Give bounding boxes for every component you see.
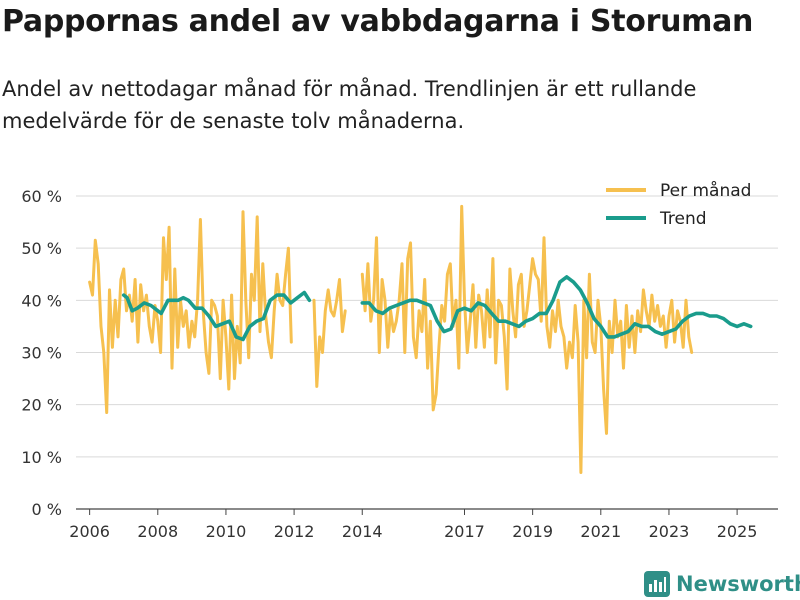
x-tick-label: 2014: [342, 522, 383, 541]
y-axis: 0 % 10 % 20 % 30 % 40 % 50 % 60 %: [21, 187, 62, 519]
y-tick-label: 30 %: [21, 344, 62, 363]
brand-name: Newsworthy: [676, 572, 800, 596]
x-tick-label: 2010: [206, 522, 247, 541]
chart-subtitle: Andel av nettodagar månad för månad. Tre…: [2, 77, 697, 133]
x-tick-label: 2021: [580, 522, 621, 541]
y-tick-label: 60 %: [21, 187, 62, 206]
x-tick-label: 2017: [444, 522, 485, 541]
newsworthy-logo-icon: [644, 571, 670, 597]
legend-label: Trend: [659, 209, 707, 229]
series-line-per-manad: [88, 210, 293, 414]
series-line-trend: [360, 275, 753, 339]
x-tick-label: 2025: [717, 522, 758, 541]
series-line-trend: [121, 290, 312, 342]
series-layer: [88, 204, 753, 474]
x-tick-label: 2012: [274, 522, 315, 541]
legend: Per månad Trend: [606, 180, 751, 229]
chart-title: Pappornas andel av vabbdagarna i Storuma…: [2, 4, 754, 39]
series-line-per-manad: [312, 278, 347, 388]
y-tick-label: 10 %: [21, 448, 62, 467]
brand[interactable]: Newsworthy: [644, 568, 800, 600]
y-tick-label: 50 %: [21, 239, 62, 258]
y-tick-label: 40 %: [21, 291, 62, 310]
series-line-per-manad: [360, 204, 694, 474]
grid: [76, 195, 778, 510]
y-tick-label: 0 %: [32, 500, 62, 519]
x-axis: 2006 2008 2010 2012 2014 2017 2019 2021 2023 2025: [69, 509, 757, 541]
y-tick-label: 20 %: [21, 396, 62, 415]
x-tick-label: 2023: [649, 522, 690, 541]
x-tick-label: 2019: [512, 522, 553, 541]
legend-label: Per månad: [660, 180, 751, 201]
x-tick-label: 2008: [137, 522, 178, 541]
x-tick-label: 2006: [69, 522, 110, 541]
